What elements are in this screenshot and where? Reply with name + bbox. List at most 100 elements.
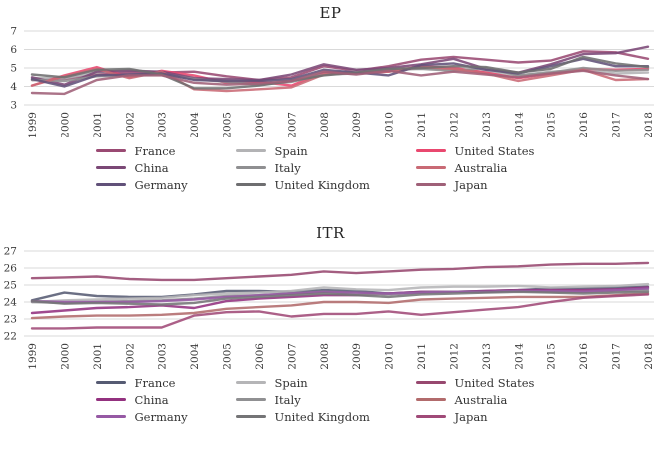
- x-tick-label: 2002: [124, 343, 136, 369]
- x-tick-label: 2017: [611, 343, 623, 369]
- x-tick-label: 2018: [643, 112, 655, 137]
- legend-label: United Kingdom: [274, 177, 370, 192]
- legend-item-france: France: [95, 374, 236, 391]
- line-japan: [30, 69, 650, 96]
- y-tick-label: 22: [4, 331, 17, 343]
- x-tick-label: 2000: [59, 112, 71, 137]
- legend-swatch-icon: [415, 380, 446, 385]
- y-tick-label: 23: [4, 314, 17, 326]
- legend-item-australia: Australia: [415, 159, 566, 176]
- x-tick-label: 2003: [157, 343, 169, 369]
- legend-swatch-icon: [235, 414, 266, 419]
- line-spain: [30, 282, 650, 304]
- x-tick-label: 2000: [59, 343, 71, 369]
- legend-label: France: [134, 375, 176, 390]
- legend-item-united-kingdom: United Kingdom: [235, 408, 416, 425]
- ep-legend: France Spain United States China Italy Austra…: [95, 142, 566, 193]
- legend-item-united-states: United States: [415, 142, 566, 159]
- x-tick-label: 2014: [513, 343, 525, 369]
- y-tick-label: 7: [10, 26, 17, 38]
- x-tick-label: 2007: [286, 343, 298, 369]
- legend-label: Germany: [134, 409, 188, 424]
- x-tick-label: 2006: [254, 112, 266, 137]
- x-tick-label: 2013: [481, 343, 493, 369]
- legend-item-united-states: United States: [415, 374, 566, 391]
- legend-item-italy: Italy: [235, 391, 416, 408]
- legend-label: Japan: [454, 409, 488, 424]
- legend-swatch-icon: [235, 397, 266, 402]
- x-tick-label: 2013: [481, 112, 493, 137]
- x-tick-label: 2011: [416, 343, 428, 369]
- legend-swatch-icon: [95, 397, 126, 402]
- legend-swatch-icon: [95, 182, 126, 187]
- legend-swatch-icon: [415, 397, 446, 402]
- x-tick-label: 2009: [351, 343, 363, 369]
- x-tick-label: 2012: [449, 112, 461, 137]
- x-tick-label: 2008: [319, 343, 331, 369]
- x-tick-label: 2004: [189, 112, 201, 137]
- x-tick-label: 2003: [157, 112, 169, 137]
- ep-chart: EP 7 6 5 4 3 1999 2000 2001 2002 2003 2004 2005 2006…: [0, 3, 661, 193]
- line-france: [30, 285, 650, 302]
- legend-item-spain: Spain: [235, 142, 416, 159]
- legend-item-germany: Germany: [95, 176, 236, 193]
- legend-swatch-icon: [235, 148, 266, 153]
- legend-swatch-icon: [415, 148, 446, 153]
- legend-swatch-icon: [95, 414, 126, 419]
- legend-item-france: France: [95, 142, 236, 159]
- legend-swatch-icon: [235, 380, 266, 385]
- legend-item-australia: Australia: [415, 391, 566, 408]
- legend-label: Japan: [454, 177, 488, 192]
- x-tick-label: 2012: [449, 343, 461, 369]
- x-tick-label: 2017: [611, 112, 623, 137]
- x-tick-label: 1999: [27, 343, 39, 369]
- legend-item-united-kingdom: United Kingdom: [235, 176, 416, 193]
- x-tick-label: 2005: [222, 343, 234, 369]
- legend-swatch-icon: [95, 165, 126, 170]
- itr-chart-title: ITR: [316, 224, 345, 242]
- legend-label: Spain: [274, 375, 308, 390]
- legend-item-germany: Germany: [95, 408, 236, 425]
- y-tick-label: 25: [4, 280, 17, 292]
- legend-label: United States: [454, 375, 535, 390]
- y-tick-label: 4: [10, 81, 17, 93]
- x-tick-label: 2008: [319, 112, 331, 137]
- legend-swatch-icon: [235, 165, 266, 170]
- line-japan: [30, 293, 650, 330]
- legend-swatch-icon: [235, 182, 266, 187]
- legend-item-spain: Spain: [235, 374, 416, 391]
- legend-swatch-icon: [95, 148, 126, 153]
- itr-legend: France Spain United States China Italy Austra…: [95, 374, 566, 425]
- legend-label: United Kingdom: [274, 409, 370, 424]
- legend-swatch-icon: [95, 380, 126, 385]
- legend-item-italy: Italy: [235, 159, 416, 176]
- x-tick-label: 2005: [222, 112, 234, 137]
- legend-swatch-icon: [415, 182, 446, 187]
- y-tick-label: 24: [4, 297, 18, 309]
- line-united-states: [30, 261, 650, 282]
- x-tick-label: 2018: [643, 343, 655, 369]
- ep-chart-title: EP: [319, 4, 342, 22]
- x-tick-label: 2011: [416, 112, 428, 137]
- y-tick-label: 5: [10, 63, 17, 75]
- legend-item-china: China: [95, 391, 236, 408]
- y-tick-label: 3: [10, 100, 17, 112]
- x-tick-label: 2015: [546, 112, 558, 137]
- x-tick-label: 2010: [384, 112, 396, 137]
- legend-label: Italy: [274, 392, 301, 407]
- x-tick-label: 2006: [254, 343, 266, 369]
- legend-label: China: [134, 392, 169, 407]
- legend-label: Italy: [274, 160, 301, 175]
- x-tick-label: 2002: [124, 112, 136, 137]
- x-tick-label: 2016: [578, 343, 590, 369]
- x-tick-label: 2004: [189, 343, 201, 369]
- x-tick-label: 1999: [27, 112, 39, 137]
- legend-swatch-icon: [415, 165, 446, 170]
- x-tick-label: 2015: [546, 343, 558, 369]
- legend-swatch-icon: [415, 414, 446, 419]
- legend-label: Spain: [274, 143, 308, 158]
- line-australia: [30, 292, 650, 320]
- x-tick-label: 2009: [351, 112, 363, 137]
- x-tick-label: 2007: [286, 112, 298, 137]
- ep-plot-area: 7 6 5 4 3 1999 2000 2001 2002 2003 2004 2005 2006 200…: [10, 26, 655, 138]
